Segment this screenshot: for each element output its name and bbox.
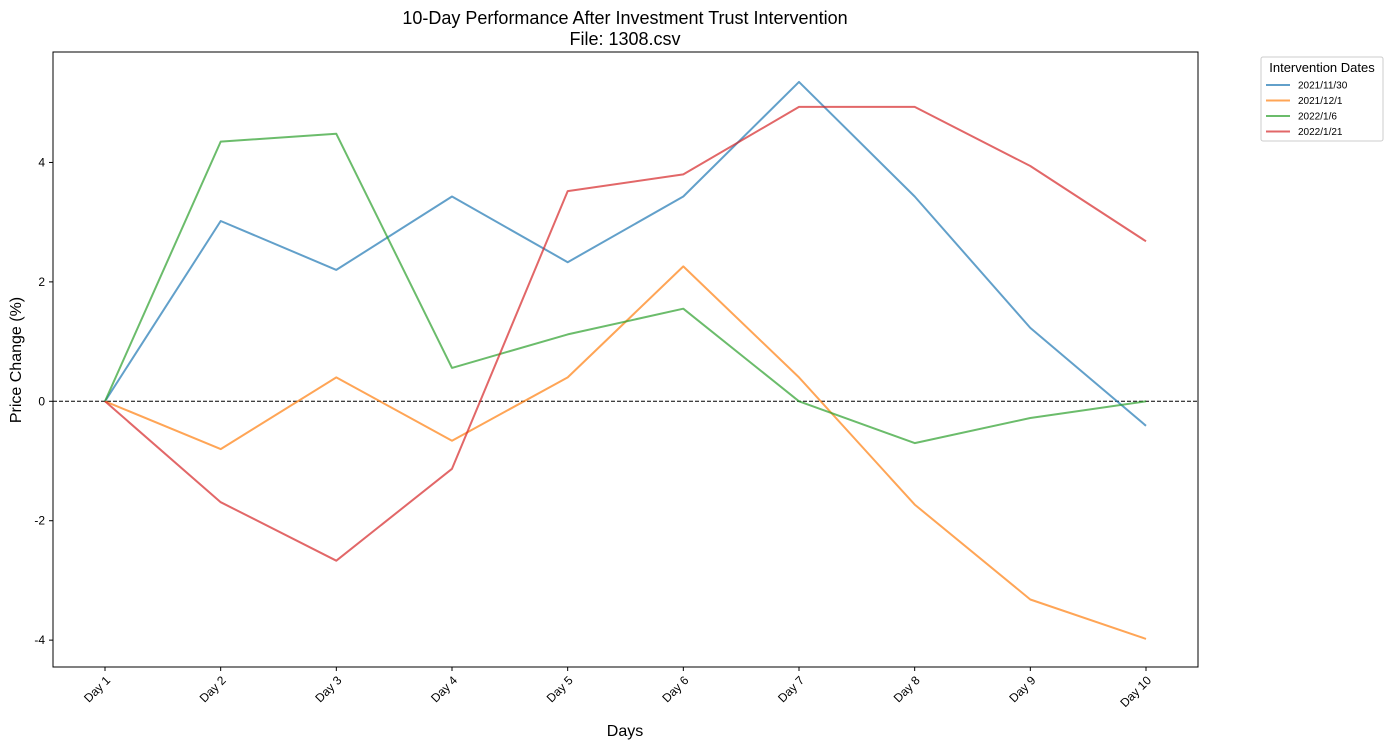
x-axis: Day 1 Day 2 Day 3 Day 4 Day 5 Day 6 Day 7 Day 8…	[81, 667, 1154, 710]
chart-subtitle: File: 1308.csv	[569, 29, 680, 49]
legend-label: 2022/1/6	[1298, 112, 1337, 123]
series-line-3	[104, 132, 1147, 445]
x-tick-label: Day 5	[544, 673, 576, 705]
x-tick-label: Day 1	[81, 673, 113, 705]
chart-title: 10-Day Performance After Investment Trus…	[402, 8, 847, 28]
series-line-4	[104, 105, 1147, 562]
x-tick-label: Day 7	[775, 673, 807, 705]
x-tick-label: Day 9	[1006, 673, 1038, 705]
x-tick-label: Day 6	[659, 673, 691, 705]
legend-label: 2021/12/1	[1298, 96, 1343, 107]
legend: Intervention Dates 2021/11/302021/12/120…	[1260, 56, 1384, 142]
plot-area	[52, 51, 1199, 668]
y-tick-label: -2	[34, 514, 45, 528]
series-lines	[104, 80, 1147, 640]
x-tick-label: Day 4	[428, 673, 460, 705]
x-tick-label: Day 2	[197, 673, 229, 705]
y-axis-label: Price Change (%)	[8, 297, 25, 423]
y-axis: -4 -2 0 2 4	[34, 155, 53, 647]
y-tick-label: -4	[34, 633, 45, 647]
legend-label: 2021/11/30	[1298, 81, 1348, 92]
y-tick-label: 2	[38, 275, 45, 289]
legend-title: Intervention Dates	[1269, 60, 1375, 75]
x-tick-label: Day 3	[312, 673, 344, 705]
x-tick-label: Day 8	[891, 673, 923, 705]
y-tick-label: 0	[38, 394, 45, 408]
legend-label: 2022/1/21	[1298, 127, 1343, 138]
x-tick-label: Day 10	[1117, 673, 1154, 710]
legend-items: 2021/11/30 2021/12/1 2022/1/6 2022/1/21	[1266, 81, 1348, 138]
legend-box	[1260, 56, 1384, 142]
series-line-1	[104, 80, 1147, 427]
x-axis-label: Days	[607, 723, 643, 740]
y-tick-label: 4	[38, 155, 45, 169]
